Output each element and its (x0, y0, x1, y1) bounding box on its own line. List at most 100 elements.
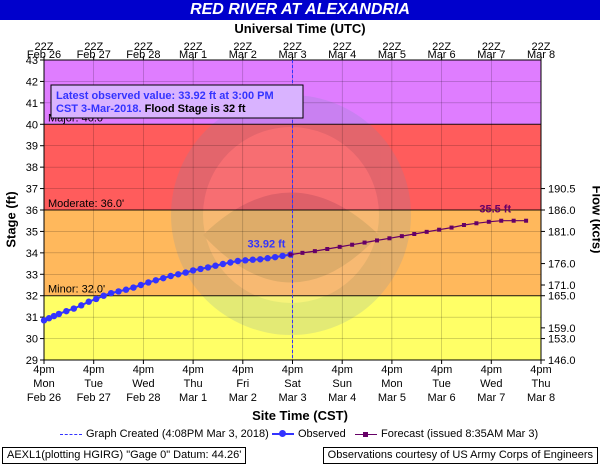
bottom-x-tick-date-label: Mar 4 (328, 392, 356, 404)
forecast-point (350, 242, 355, 247)
top-x-tick-time-label: 22Z (84, 41, 103, 53)
observed-point (242, 257, 249, 264)
info-box-line1: Latest observed value: 33.92 ft at 3:00 … (56, 90, 274, 102)
top-x-tick-date-label: Mar 3 (278, 49, 306, 61)
y-tick-label: 31 (26, 312, 38, 324)
bottom-x-tick-weekday-label: Tue (84, 378, 103, 390)
forecast-point (300, 250, 305, 255)
top-x-tick-date-label: Mar 5 (378, 49, 406, 61)
top-x-tick-time-label: 22Z (233, 41, 252, 53)
observed-point (145, 279, 152, 286)
forecast-line (290, 220, 527, 256)
top-axis-title: Universal Time (UTC) (234, 21, 366, 36)
bottom-x-tick-weekday-label: Sun (332, 378, 352, 390)
top-x-tick-time-label: 22Z (382, 41, 401, 53)
forecast-point (312, 249, 317, 254)
bottom-x-tick-time-label: 4pm (232, 364, 253, 376)
bottom-axis-title: Site Time (CST) (252, 408, 348, 423)
observed-point (227, 259, 234, 266)
bottom-x-tick-weekday-label: Sat (284, 378, 301, 390)
bottom-x-tick-time-label: 4pm (83, 364, 104, 376)
bottom-x-tick-time-label: 4pm (33, 364, 54, 376)
bottom-x-tick-weekday-label: Wed (480, 378, 502, 390)
bottom-x-tick-date-label: Feb 27 (77, 392, 111, 404)
info-box-background (50, 84, 304, 119)
top-x-tick-time-label: 22Z (184, 41, 203, 53)
forecast-point (424, 229, 429, 234)
top-x-tick-date-label: Mar 1 (179, 49, 207, 61)
bottom-x-tick-date-label: Feb 26 (27, 392, 61, 404)
top-x-tick-date-label: Mar 8 (527, 49, 555, 61)
observed-point (204, 264, 212, 271)
observed-point (174, 271, 182, 278)
bottom-x-tick-date-label: Mar 2 (229, 392, 257, 404)
y-tick-label: 37 (26, 184, 38, 196)
legend-graph-created-label: Graph Created (4:08PM Mar 3, 2018) (86, 428, 269, 440)
footer-datum: AEXL1(plotting HGIRG) "Gage 0" Datum: 44… (2, 447, 247, 464)
observed-point (115, 288, 122, 295)
y-tick-label: 40 (26, 119, 38, 131)
observed-point (130, 284, 137, 291)
forecast-point (288, 252, 293, 257)
observed-point (182, 269, 189, 276)
forecast-point (474, 221, 479, 226)
info-box-date: CST 3-Mar-2018. (56, 103, 145, 115)
flow-tick-label: 190.5 (548, 184, 576, 196)
bottom-x-tick-weekday-label: Mon (381, 378, 402, 390)
observed-line-icon (272, 430, 294, 438)
y-tick-label: 41 (26, 98, 38, 110)
observed-point (234, 257, 242, 265)
flow-tick-label: 153.0 (548, 334, 576, 346)
bottom-x-tick-time-label: 4pm (282, 364, 303, 376)
top-x-tick-date-label: Feb 26 (27, 49, 61, 61)
y-tick-label: 34 (26, 248, 38, 260)
observed-point (271, 253, 279, 261)
observed-point (40, 317, 48, 324)
bottom-x-tick-date-label: Mar 7 (477, 392, 505, 404)
watermark-circle (171, 95, 411, 335)
bottom-x-tick-date-label: Mar 8 (527, 392, 555, 404)
top-x-tick-time-label: 22Z (283, 41, 302, 53)
forecast-crest-label: 35.5 ft (479, 204, 511, 216)
bottom-x-tick-weekday-label: Wed (132, 378, 154, 390)
observed-point (189, 267, 197, 274)
bottom-x-tick-date-label: Mar 1 (179, 392, 207, 404)
top-x-tick-date-label: Mar 4 (328, 49, 356, 61)
bottom-x-tick-weekday-label: Thu (184, 378, 203, 390)
observed-point (167, 272, 174, 280)
flow-tick-label: 186.0 (548, 205, 576, 217)
flood-category-label: Minor: 32.0' (48, 284, 105, 296)
y-tick-label: 32 (26, 291, 38, 303)
observed-point (78, 302, 85, 309)
legend-forecast: Forecast (issued 8:35AM Mar 3) (355, 428, 538, 440)
flow-tick-label: 171.0 (548, 280, 576, 292)
forecast-point (362, 240, 367, 245)
noaa-watermark-logo (171, 95, 411, 335)
bottom-x-tick-time-label: 4pm (481, 364, 502, 376)
observed-point (63, 307, 70, 315)
forecast-point (449, 225, 454, 230)
bottom-x-tick-time-label: 4pm (530, 364, 551, 376)
observed-point (137, 281, 145, 289)
flow-tick-label: 181.0 (548, 226, 576, 238)
legend-graph-created: Graph Created (4:08PM Mar 3, 2018) (60, 428, 269, 440)
observed-point (85, 298, 92, 305)
observed-point (122, 286, 130, 293)
flood-category-label: Moderate: 36.0' (48, 198, 124, 210)
observed-point (160, 274, 167, 282)
top-x-tick-time-label: 22Z (333, 41, 352, 53)
observed-point (279, 252, 286, 260)
flow-tick-label: 146.0 (548, 355, 576, 367)
forecast-point (399, 234, 404, 239)
forecast-point (325, 247, 330, 251)
bottom-x-tick-time-label: 4pm (381, 364, 402, 376)
y-tick-label: 38 (26, 162, 38, 174)
top-x-tick-date-label: Feb 27 (77, 49, 111, 61)
y-tick-label: 33 (26, 269, 38, 281)
top-x-tick-date-label: Mar 2 (229, 49, 257, 61)
y-tick-label: 29 (26, 355, 38, 367)
forecast-line-icon (355, 431, 377, 437)
bottom-x-tick-date-label: Mar 5 (378, 392, 406, 404)
footer-courtesy: Observations courtesy of US Army Corps o… (322, 447, 598, 464)
